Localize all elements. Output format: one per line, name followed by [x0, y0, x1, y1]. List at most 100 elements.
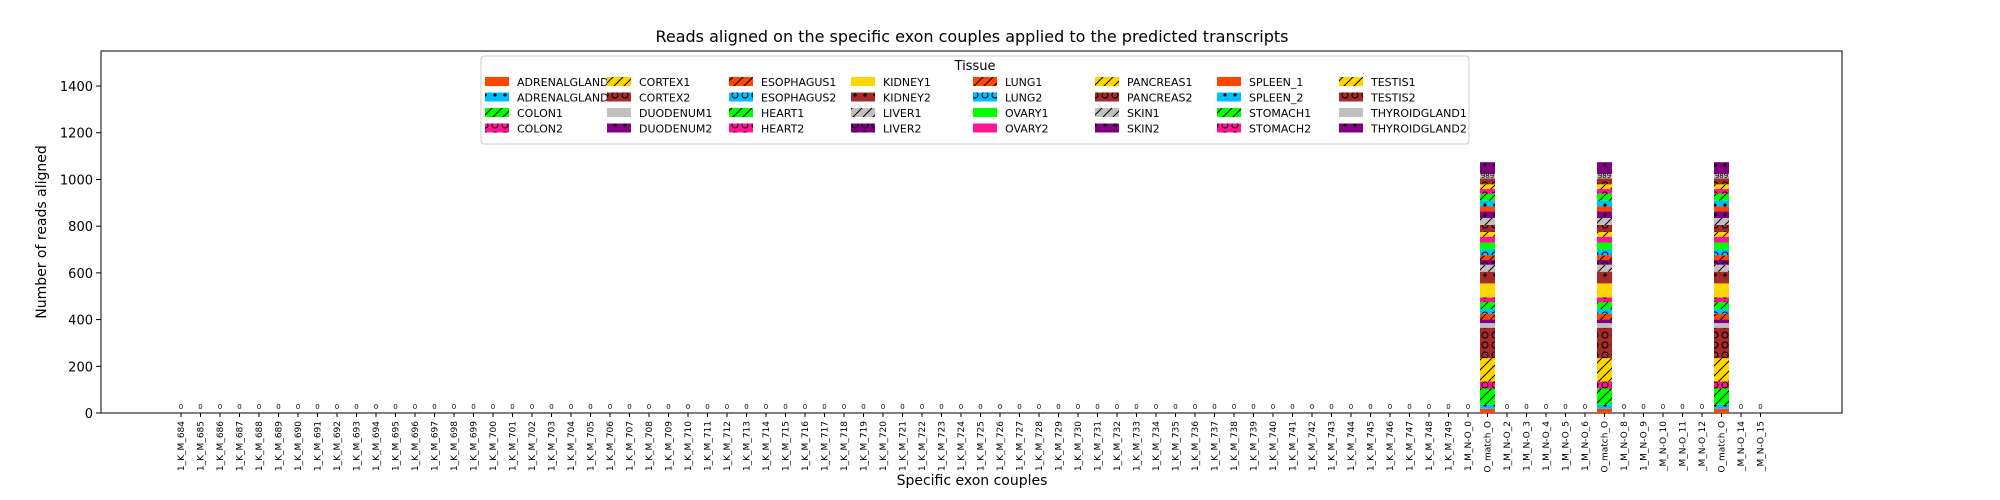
bar-segment-liver1 [1714, 264, 1729, 272]
bar-segment-adrenalgland1 [1714, 408, 1729, 413]
bar-value-label: 0 [510, 403, 514, 411]
bar-segment-spleen_1 [1480, 206, 1495, 212]
bar-value-label: 0 [1407, 403, 1411, 411]
bar-segment-thyroidgland1 [1597, 173, 1612, 179]
bar-segment-esophagus1 [1480, 313, 1495, 320]
bar-value-label: 0 [1173, 403, 1177, 411]
bar-value-label: 0 [432, 403, 436, 411]
legend-label: COLON1 [517, 107, 563, 120]
x-tick-label: 1_K_M_697 [431, 421, 441, 471]
legend-label: SPLEEN_2 [1249, 92, 1303, 105]
legend-swatch [607, 92, 631, 102]
x-tick-label: 1_K_M_684 [177, 421, 187, 471]
x-tick-label: 1_K_M_696 [411, 421, 421, 471]
bar-value-label: 0 [569, 403, 573, 411]
bar-segment-testis1 [1597, 184, 1612, 190]
bar-segment-esophagus1 [1714, 313, 1729, 320]
bar-segment-adrenalgland2 [1597, 404, 1612, 409]
legend-label: SPLEEN_1 [1249, 76, 1303, 89]
x-tick-label: 1_K_M_698 [450, 421, 460, 471]
bar-value-label: 0 [315, 403, 319, 411]
bar-value-label: 0 [1583, 403, 1587, 411]
bar-value-label: 0 [842, 403, 846, 411]
bar-segment-liver1 [1597, 264, 1612, 272]
bar-value-label: 989 [1715, 172, 1728, 180]
bar-segment-kidney2 [1714, 271, 1729, 284]
bar-value-label: 0 [1193, 403, 1197, 411]
bar-segment-heart2 [1714, 297, 1729, 303]
bar-segment-lung2 [1714, 249, 1729, 256]
bar-segment-ovary1 [1597, 242, 1612, 250]
bar-segment-skin1 [1480, 217, 1495, 225]
x-tick-label: 1_M_N-O_4 [1542, 421, 1552, 471]
legend-label: DUODENUM1 [639, 107, 712, 120]
legend-label: LIVER2 [883, 123, 922, 136]
y-tick-label: 0 [85, 407, 93, 422]
bar-value-label: 0 [705, 403, 709, 411]
bar-value-label: 0 [1290, 403, 1294, 411]
bar-segment-esophagus1 [1597, 313, 1612, 320]
bar-value-label: 0 [335, 403, 339, 411]
bar-segment-spleen_1 [1714, 206, 1729, 212]
bar-value-label: 0 [198, 403, 202, 411]
legend-swatch [1217, 108, 1241, 117]
bar-segment-colon1 [1480, 388, 1495, 405]
bar-value-label: 0 [725, 403, 729, 411]
bar-value-label: 0 [1427, 403, 1431, 411]
x-tick-label: 1_M_N-O_9 [1640, 421, 1650, 471]
bar-value-label: 0 [530, 403, 534, 411]
bar-value-label: 0 [1329, 403, 1333, 411]
x-tick-label: 1_K_M_738 [1230, 421, 1240, 471]
x-tick-label: 1_K_M_728 [1035, 421, 1045, 471]
bar-value-label: 0 [1700, 403, 1704, 411]
bar-value-label: 0 [1758, 403, 1762, 411]
bar-value-label: 0 [1446, 403, 1450, 411]
bar-value-label: 0 [1232, 403, 1236, 411]
y-tick-label: 200 [68, 360, 93, 375]
bar-segment-esophagus2 [1480, 309, 1495, 314]
x-tick-label: 1_K_M_714 [762, 421, 772, 471]
bar-value-label: 0 [471, 403, 475, 411]
x-tick-label: 1_K_M_704 [567, 421, 577, 471]
x-tick-label: 1_K_M_745 [1367, 421, 1377, 471]
bar-segment-liver2 [1597, 260, 1612, 265]
bar-segment-skin1 [1714, 217, 1729, 225]
legend-swatch [973, 123, 997, 133]
x-tick-label: 1_K_M_716 [801, 421, 811, 471]
bar-segment-pancreas2 [1714, 224, 1729, 232]
bar-segment-heart1 [1714, 302, 1729, 310]
legend-swatch [1339, 77, 1363, 86]
bar-value-label: 0 [257, 403, 261, 411]
x-tick-label: 1_K_M_693 [353, 421, 363, 471]
bar-segment-testis1 [1480, 184, 1495, 190]
x-tick-label: 1_K_M_734 [1152, 421, 1162, 471]
bar-segment-duodenum1 [1480, 323, 1495, 328]
x-tick-label: 1_K_M_744 [1347, 421, 1357, 471]
bar-segment-cortex2 [1480, 327, 1495, 359]
legend-swatch [1095, 108, 1119, 117]
bar-segment-duodenum2 [1597, 319, 1612, 324]
x-tick-label: 1_K_M_705 [587, 421, 597, 471]
x-tick-label: 1_K_M_737 [1211, 421, 1221, 471]
bar-segment-stomach1 [1714, 193, 1729, 201]
bar-value-label: 0 [822, 403, 826, 411]
x-tick-label: 1_K_M_706 [606, 421, 616, 471]
bar-segment-heart2 [1480, 297, 1495, 303]
bar-segment-testis2 [1714, 178, 1729, 185]
bar-value-label: 0 [920, 403, 924, 411]
bar-value-label: 0 [1641, 403, 1645, 411]
bar-segment-lung2 [1480, 249, 1495, 256]
bar-value-label: 0 [374, 403, 378, 411]
x-tick-label: 1_K_M_730 [1074, 421, 1084, 471]
legend-label: THYROIDGLAND2 [1370, 123, 1467, 136]
bar-segment-thyroidgland2 [1480, 162, 1495, 174]
legend-label: ADRENALGLAND1 [517, 76, 616, 89]
x-tick-label: 1_K_M_742 [1308, 421, 1318, 471]
bar-segment-thyroidgland1 [1714, 173, 1729, 179]
bar-value-label: 989 [1598, 172, 1611, 180]
legend-label: SKIN2 [1127, 123, 1160, 136]
bar-value-label: 0 [1739, 403, 1743, 411]
bar-segment-spleen_1 [1597, 206, 1612, 212]
bar-segment-testis2 [1597, 178, 1612, 185]
x-tick-label: 1_K_M_690 [294, 421, 304, 471]
